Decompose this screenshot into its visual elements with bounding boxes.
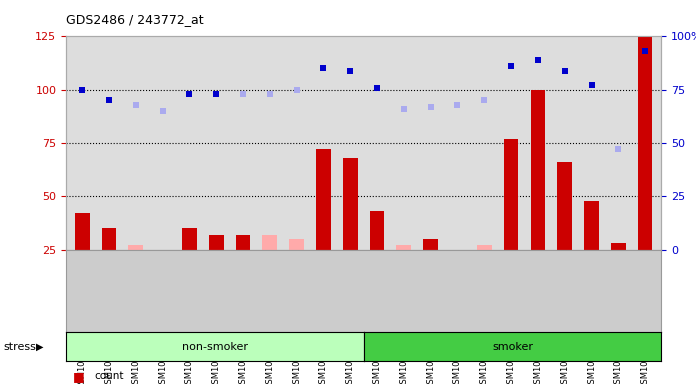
- Bar: [182, 228, 197, 250]
- Text: smoker: smoker: [492, 341, 533, 352]
- Text: ▶: ▶: [36, 341, 44, 352]
- Bar: [75, 214, 90, 250]
- Text: count: count: [94, 371, 123, 381]
- Bar: [209, 235, 223, 250]
- Bar: [155, 250, 170, 254]
- Text: stress: stress: [3, 341, 36, 352]
- Bar: [316, 149, 331, 250]
- Bar: [262, 235, 277, 250]
- Bar: [236, 235, 251, 250]
- Bar: [611, 243, 626, 250]
- Bar: [423, 239, 438, 250]
- Bar: [397, 245, 411, 250]
- Text: ■: ■: [73, 370, 85, 383]
- Bar: [343, 158, 358, 250]
- Bar: [102, 228, 116, 250]
- Bar: [557, 162, 572, 250]
- Bar: [290, 239, 304, 250]
- Bar: [530, 90, 545, 250]
- Bar: [638, 36, 652, 250]
- Text: non-smoker: non-smoker: [182, 341, 248, 352]
- Bar: [370, 211, 384, 250]
- Text: GDS2486 / 243772_at: GDS2486 / 243772_at: [66, 13, 204, 26]
- Bar: [129, 245, 143, 250]
- Bar: [584, 200, 599, 250]
- Bar: [504, 139, 519, 250]
- Bar: [477, 245, 491, 250]
